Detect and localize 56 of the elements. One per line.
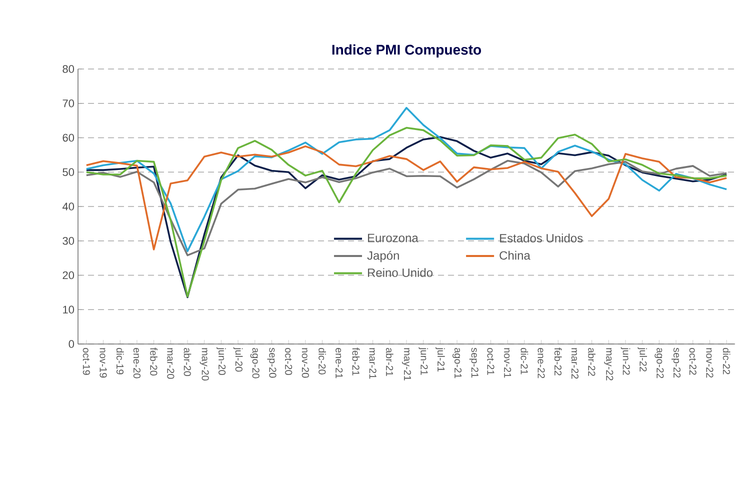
x-tick-label: oct-21 [487, 348, 494, 375]
x-tick-label: oct-22 [689, 348, 696, 375]
x-tick-label: mar-20 [167, 348, 174, 379]
x-tick-label: sep-22 [672, 348, 681, 378]
x-tick-label: jun-20 [216, 347, 226, 375]
x-tick-label: may-20 [200, 348, 209, 380]
x-tick-label: nov-19 [100, 348, 107, 378]
x-tick-label: ago-21 [452, 348, 462, 378]
x-tick-label: oct-20 [285, 348, 292, 375]
x-tick-label: may-22 [604, 348, 614, 380]
x-tick-label: may-21 [402, 348, 412, 380]
x-tick-label: feb-22 [554, 348, 562, 376]
x-tick-label: ene-22 [538, 348, 545, 378]
x-tick-label: dic-19 [116, 348, 124, 374]
legend-label: Estados Unidos [500, 234, 583, 242]
legend-label: Eurozona [368, 234, 418, 242]
x-tick-label: dic-20 [318, 348, 326, 374]
x-tick-label: jul-22 [638, 347, 647, 372]
y-tick-label: 30 [62, 236, 74, 245]
x-tick-label: nov-21 [504, 348, 512, 378]
x-tick-label: ago-22 [654, 348, 664, 378]
legend-label: Reino Unido [368, 268, 433, 277]
x-tick-label: jun-21 [418, 347, 428, 375]
legend-label: Japón [367, 250, 399, 262]
y-tick-label: 0 [68, 340, 74, 348]
line-series [86, 106, 728, 252]
x-tick-label: sep-20 [267, 348, 276, 378]
x-tick-label: feb-21 [352, 348, 360, 376]
x-tick-label: nov-20 [302, 348, 309, 378]
x-tick-label: ene-21 [336, 348, 343, 378]
x-tick-label: abr-22 [588, 348, 596, 376]
x-tick-label: ago-20 [250, 348, 260, 378]
x-tick-label: nov-22 [706, 348, 714, 378]
x-tick-label: ene-20 [133, 348, 141, 378]
x-tick-label: abr-20 [184, 348, 192, 376]
x-tick-label: sep-21 [469, 348, 478, 378]
x-tick-label: oct-19 [82, 348, 90, 375]
x-tick-label: feb-20 [150, 348, 158, 376]
x-tick-label: dic-22 [722, 348, 730, 374]
x-tick-label: dic-21 [520, 348, 528, 374]
x-tick-label: jun-22 [620, 347, 630, 375]
y-tick-label: 50 [62, 168, 74, 176]
x-tick-label: jul-21 [436, 347, 445, 372]
y-tick-label: 70 [62, 99, 74, 108]
legend-label: China [500, 250, 530, 260]
line-series [86, 145, 728, 250]
y-tick-label: 20 [62, 271, 74, 280]
y-tick-label: 60 [62, 134, 74, 142]
y-tick-label: 40 [62, 202, 74, 210]
x-tick-label: abr-21 [386, 348, 394, 376]
x-tick-label: mar-21 [369, 348, 376, 379]
chart-title: Indice PMI Compuesto [332, 44, 482, 58]
y-tick-label: 10 [63, 306, 74, 314]
x-tick-label: mar-22 [571, 348, 578, 379]
x-tick-label: jul-20 [233, 347, 243, 372]
y-tick-label: 80 [62, 65, 74, 73]
